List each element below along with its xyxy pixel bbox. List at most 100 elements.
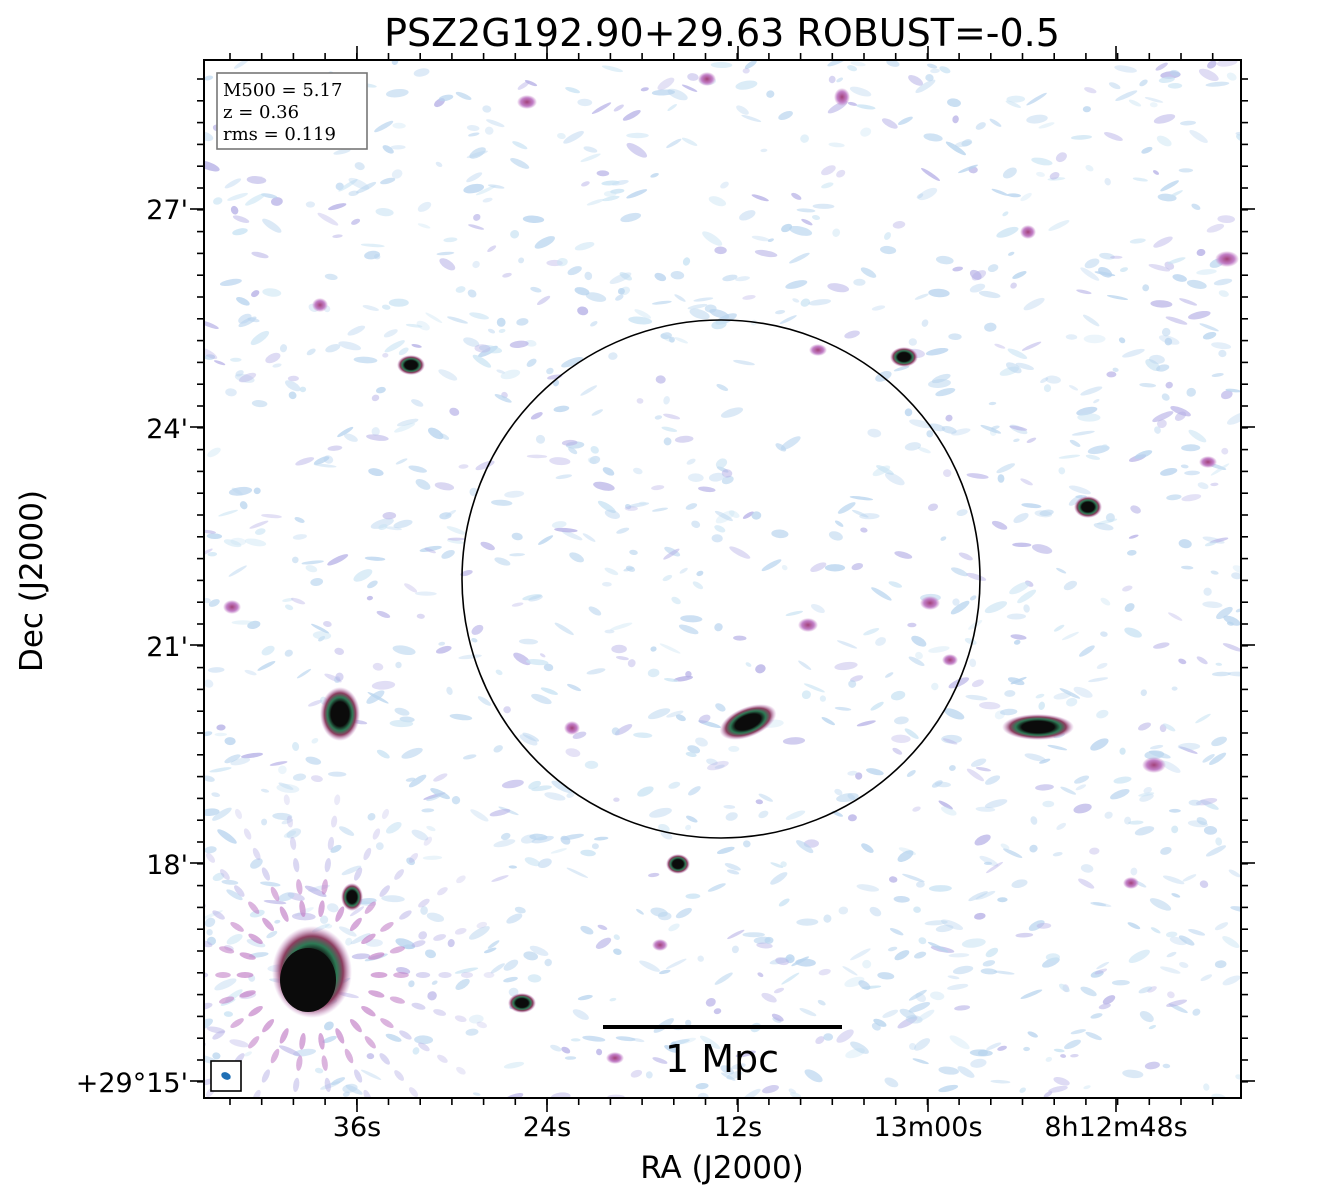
noise-blob (1080, 986, 1097, 997)
noise-blob (334, 647, 345, 655)
noise-blob (299, 386, 307, 393)
artifact-ray (379, 885, 390, 897)
noise-blob (803, 683, 825, 693)
noise-blob (1167, 82, 1183, 89)
noise-blob (589, 455, 601, 465)
noise-blob (699, 1035, 721, 1050)
noise-blob (907, 622, 917, 628)
noise-blob (1093, 522, 1114, 531)
artifact-ray (456, 875, 466, 884)
artifact-ray (333, 1144, 340, 1156)
artifact-ray (286, 1122, 294, 1135)
artifact-ray (461, 972, 473, 978)
noise-blob (419, 545, 442, 552)
artifact-ray (437, 1054, 448, 1063)
noise-blob (380, 177, 396, 185)
noise-blob (566, 867, 589, 878)
noise-blob (446, 686, 453, 695)
noise-blob (928, 379, 951, 388)
noise-blob (566, 792, 575, 798)
noise-blob (624, 506, 638, 511)
artifact-ray (204, 940, 213, 948)
noise-blob (880, 245, 897, 255)
noise-blob (491, 499, 513, 506)
noise-blob (847, 770, 858, 776)
noise-blob (582, 533, 596, 542)
noise-blob (1036, 922, 1052, 929)
noise-blob (1215, 662, 1223, 666)
noise-blob (281, 818, 293, 825)
noise-blob (327, 445, 343, 451)
artifact-ray (204, 1002, 213, 1010)
radio-source (280, 948, 336, 1012)
noise-blob (849, 496, 874, 501)
noise-blob (214, 978, 237, 991)
noise-blob (742, 1088, 761, 1098)
noise-blob (758, 810, 769, 819)
noise-blob (1138, 986, 1153, 994)
artifact-ray (283, 1144, 290, 1156)
plot-frame (203, 59, 1242, 1099)
noise-blob (620, 212, 642, 223)
noise-blob (468, 926, 490, 940)
noise-blob (1122, 348, 1145, 358)
noise-blob (1006, 613, 1026, 620)
noise-blob (791, 192, 802, 200)
x-tick-labels: 36s 24s 12s 13m00s 8h12m48s (333, 1112, 1188, 1143)
noise-blob (664, 1045, 678, 1053)
noise-blob (1177, 742, 1201, 751)
noise-blob (364, 250, 381, 260)
noise-blob (232, 228, 248, 236)
noise-blob (930, 991, 945, 1001)
noise-blob (921, 319, 929, 327)
noise-blob (742, 511, 754, 519)
artifact-ray (252, 1089, 261, 1098)
noise-blob (811, 215, 821, 220)
noise-blob (398, 347, 409, 356)
noise-blob (1171, 686, 1178, 691)
noise-blob (1104, 177, 1111, 186)
noise-blob (225, 388, 237, 397)
noise-blob (286, 828, 302, 839)
noise-blob (1180, 120, 1196, 126)
noise-blob (554, 527, 578, 533)
noise-blob (714, 246, 727, 255)
noise-blob (1128, 534, 1139, 539)
noise-blob (681, 84, 698, 92)
noise-blob (978, 290, 1001, 299)
noise-blob (1006, 95, 1026, 103)
noise-blob (727, 929, 745, 940)
noise-blob (374, 120, 394, 133)
noise-blob (1214, 922, 1229, 931)
noise-blob (483, 947, 497, 954)
noise-blob (715, 458, 728, 469)
noise-blob (711, 534, 723, 543)
artifact-ray (349, 917, 362, 932)
noise-blob (312, 631, 332, 640)
noise-blob (925, 347, 949, 356)
noise-blob (233, 60, 249, 69)
noise-blob (938, 800, 953, 810)
noise-blob (1140, 689, 1147, 697)
noise-blob (893, 895, 910, 903)
noise-blob (882, 1009, 899, 1018)
noise-blob (351, 953, 371, 960)
noise-blob (775, 309, 786, 315)
noise-blob (1053, 692, 1072, 700)
noise-blob (522, 732, 540, 742)
noise-blob (904, 408, 913, 417)
noise-blob (530, 412, 543, 420)
noise-blob (889, 928, 904, 936)
artifact-ray (361, 1005, 376, 1017)
noise-blob (586, 668, 606, 675)
artifact-ray (433, 934, 446, 941)
noise-blob (1112, 367, 1119, 372)
noise-blob (1104, 811, 1113, 819)
noise-blob (755, 799, 763, 805)
noise-blob (583, 146, 598, 153)
noise-blob (534, 236, 555, 249)
noise-blob (244, 669, 257, 676)
image-area (204, 60, 1241, 1156)
noise-blob (1210, 570, 1219, 575)
noise-blob (1090, 970, 1104, 978)
